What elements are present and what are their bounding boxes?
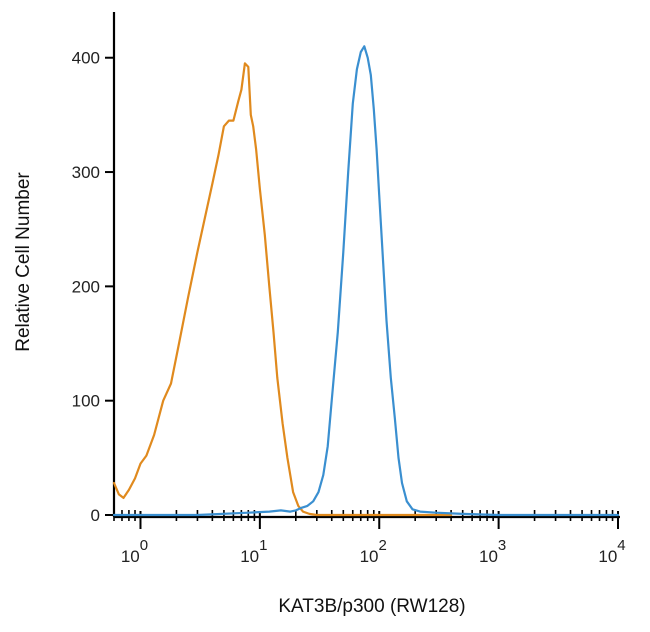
y-tick-label: 0: [91, 506, 100, 525]
y-tick-label: 400: [72, 49, 100, 68]
x-tick-base: 10: [360, 547, 379, 566]
x-tick-exponent: 1: [259, 537, 267, 554]
y-tick-label: 300: [72, 163, 100, 182]
x-tick-exponent: 2: [379, 537, 387, 554]
x-tick-label: 104: [598, 537, 625, 566]
x-axis-title: KAT3B/p300 (RW128): [278, 596, 465, 617]
y-tick-label: 200: [72, 277, 100, 296]
x-tick-base: 10: [240, 547, 259, 566]
x-tick-label: 102: [360, 537, 387, 566]
y-ticks: 0 100 200 300 400: [72, 49, 114, 525]
x-tick-base: 10: [121, 547, 140, 566]
x-tick-label: 100: [121, 537, 148, 566]
histogram-series-1: [112, 62, 453, 517]
y-axis-title: Relative Cell Number: [13, 172, 34, 352]
x-tick-base: 10: [479, 547, 498, 566]
x-tick-exponent: 0: [140, 537, 148, 554]
x-tick-exponent: 3: [498, 537, 506, 554]
x-tick-exponent: 4: [617, 537, 625, 554]
x-tick-label: 101: [240, 537, 267, 566]
series-layer: [112, 45, 620, 517]
histogram-series-2: [112, 45, 620, 517]
axes: [112, 12, 620, 519]
x-tick-base: 10: [598, 547, 617, 566]
x-tick-label: 103: [479, 537, 506, 566]
y-tick-label: 100: [72, 392, 100, 411]
